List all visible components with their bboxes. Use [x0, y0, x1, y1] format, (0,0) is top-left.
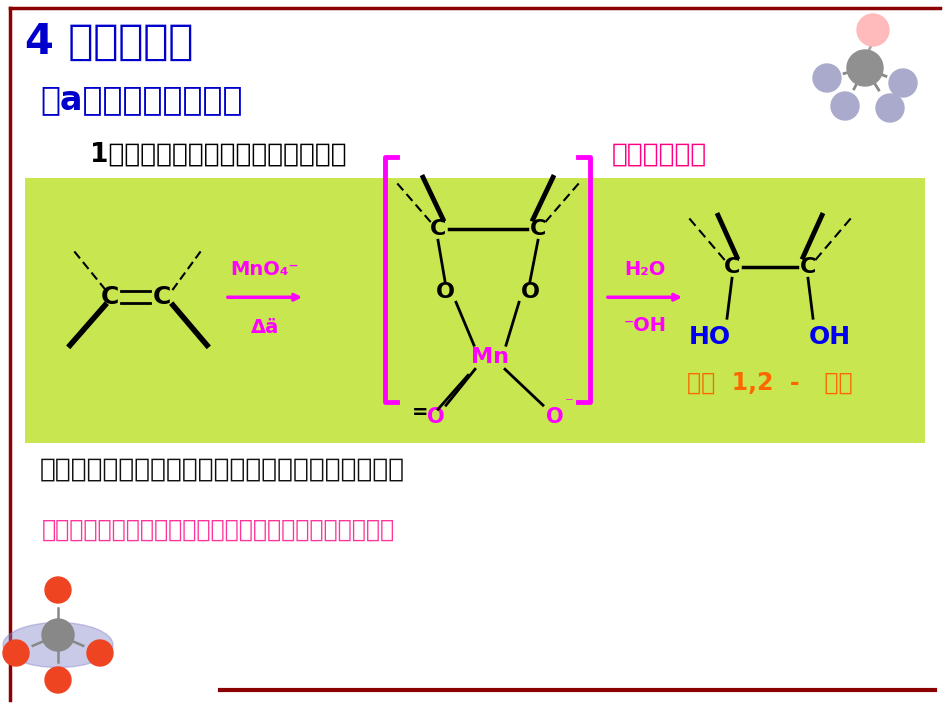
Circle shape — [857, 14, 889, 46]
Text: =: = — [411, 403, 428, 422]
Text: O: O — [521, 282, 540, 302]
Text: 4 、氧化反应: 4 、氧化反应 — [25, 21, 194, 63]
Circle shape — [42, 619, 74, 651]
Ellipse shape — [3, 622, 113, 667]
Circle shape — [889, 69, 917, 97]
Text: （a）高锰酸钾的氧化: （a）高锰酸钾的氧化 — [40, 83, 242, 116]
Text: MnO₄⁻: MnO₄⁻ — [231, 260, 299, 279]
Text: OH: OH — [809, 325, 851, 349]
Text: C: C — [724, 257, 740, 277]
Bar — [25, 178, 925, 443]
Text: O: O — [546, 407, 563, 427]
Text: C: C — [101, 285, 119, 309]
Text: O: O — [435, 282, 454, 302]
Text: HO: HO — [689, 325, 732, 349]
Text: C: C — [153, 285, 171, 309]
Circle shape — [45, 577, 71, 603]
Text: ⁻: ⁻ — [564, 394, 574, 412]
Text: 顺式  1,2  -   二醇: 顺式 1,2 - 二醇 — [687, 370, 853, 394]
Text: 1）用冷的高锰酸钾稀碱溶液氧化：: 1）用冷的高锰酸钾稀碱溶液氧化： — [90, 142, 347, 168]
Text: 现象：高锰酸钾的紫色褪去，生成褐色的二氧化锰沉淀。: 现象：高锰酸钾的紫色褪去，生成褐色的二氧化锰沉淀。 — [42, 518, 395, 542]
Circle shape — [831, 92, 859, 120]
Text: ⁻OH: ⁻OH — [623, 316, 667, 334]
Text: Mn: Mn — [471, 347, 509, 367]
Text: 得顺式邻二醇: 得顺式邻二醇 — [612, 142, 707, 168]
Text: 用于鉴别碳碳不饱和键；收率低，一般不用于合成。: 用于鉴别碳碳不饱和键；收率低，一般不用于合成。 — [40, 457, 405, 483]
Text: C: C — [530, 220, 546, 240]
Text: C: C — [429, 220, 446, 240]
Text: C: C — [800, 257, 816, 277]
Text: H₂O: H₂O — [624, 260, 666, 279]
Text: O: O — [428, 407, 445, 427]
Circle shape — [813, 64, 841, 92]
Circle shape — [87, 640, 113, 666]
Circle shape — [45, 667, 71, 693]
Text: Δä: Δä — [251, 318, 279, 337]
Circle shape — [3, 640, 29, 666]
Circle shape — [847, 50, 883, 86]
Circle shape — [876, 94, 904, 122]
